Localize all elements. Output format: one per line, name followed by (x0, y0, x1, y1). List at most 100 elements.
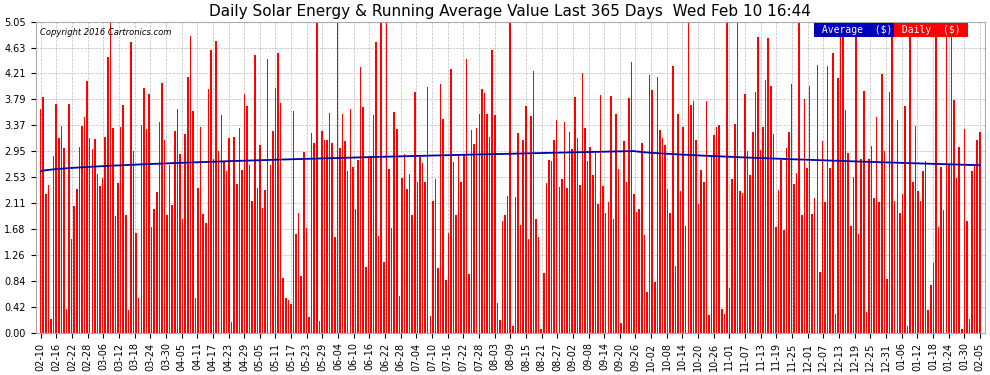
Bar (476, 128, 477, 333)
Bar (120, 127, 122, 333)
Bar (613, 219, 614, 333)
Bar (969, 319, 970, 333)
Bar (597, 204, 599, 333)
Bar (427, 87, 429, 333)
Bar (229, 138, 230, 333)
Bar (399, 296, 400, 333)
Bar (486, 114, 488, 333)
Bar (334, 237, 336, 333)
Bar (210, 50, 212, 333)
Bar (197, 188, 199, 333)
Bar (528, 239, 529, 333)
Bar (865, 312, 867, 333)
Bar (796, 173, 797, 333)
Bar (600, 95, 601, 333)
Bar (481, 89, 483, 333)
Bar (329, 113, 331, 333)
Bar (128, 310, 129, 333)
Bar (321, 131, 323, 333)
Bar (933, 262, 935, 333)
Bar (359, 68, 361, 333)
Bar (889, 92, 890, 333)
Bar (391, 228, 392, 333)
Bar (73, 206, 75, 333)
Bar (463, 155, 464, 333)
Text: Copyright 2016 Cartronics.com: Copyright 2016 Cartronics.com (41, 28, 171, 37)
Bar (52, 156, 54, 333)
Bar (274, 88, 276, 333)
Bar (404, 154, 405, 333)
Bar (306, 228, 307, 333)
Bar (734, 124, 736, 333)
Bar (432, 201, 434, 333)
Bar (280, 103, 281, 333)
Bar (478, 114, 480, 333)
Bar (375, 42, 377, 333)
Bar (234, 137, 235, 333)
Bar (659, 130, 660, 333)
Bar (471, 130, 472, 333)
Bar (43, 97, 44, 333)
Bar (254, 55, 255, 333)
Bar (308, 317, 310, 333)
Bar (346, 171, 348, 333)
Bar (158, 122, 160, 333)
Bar (380, 22, 382, 333)
Bar (806, 168, 808, 333)
Bar (757, 38, 758, 333)
Bar (838, 78, 839, 333)
Bar (138, 298, 140, 333)
Bar (251, 201, 253, 333)
Bar (956, 178, 957, 333)
Bar (948, 164, 949, 333)
Bar (319, 321, 320, 333)
Bar (267, 59, 268, 333)
Bar (174, 132, 175, 333)
Bar (104, 137, 106, 333)
Bar (672, 66, 673, 333)
Bar (494, 115, 496, 333)
Bar (242, 170, 243, 333)
Bar (860, 159, 862, 333)
Bar (561, 179, 562, 333)
Bar (602, 186, 604, 333)
Bar (91, 149, 93, 333)
Bar (269, 165, 271, 333)
Bar (515, 197, 516, 333)
Bar (621, 323, 622, 333)
Bar (744, 94, 745, 333)
Bar (357, 160, 358, 333)
Bar (899, 213, 901, 333)
Bar (873, 198, 875, 333)
Bar (337, 22, 339, 333)
Bar (920, 201, 922, 333)
Bar (979, 132, 981, 333)
Bar (648, 75, 650, 333)
Bar (850, 226, 851, 333)
Bar (727, 22, 728, 333)
Bar (724, 314, 726, 333)
Bar (569, 132, 570, 333)
Bar (367, 157, 369, 333)
Bar (639, 209, 641, 333)
Bar (695, 140, 697, 333)
Bar (587, 160, 588, 333)
Bar (579, 185, 581, 333)
Bar (870, 146, 872, 333)
Bar (55, 104, 57, 333)
Bar (770, 86, 771, 333)
Bar (125, 215, 127, 333)
Bar (352, 167, 353, 333)
Bar (749, 175, 751, 333)
Bar (812, 214, 813, 333)
Bar (332, 142, 333, 333)
Bar (84, 117, 85, 333)
Bar (202, 214, 204, 333)
Bar (187, 77, 188, 333)
Bar (835, 314, 837, 333)
Bar (801, 214, 803, 333)
Bar (205, 222, 207, 333)
Bar (195, 298, 196, 333)
Bar (759, 150, 761, 333)
Bar (894, 201, 896, 333)
